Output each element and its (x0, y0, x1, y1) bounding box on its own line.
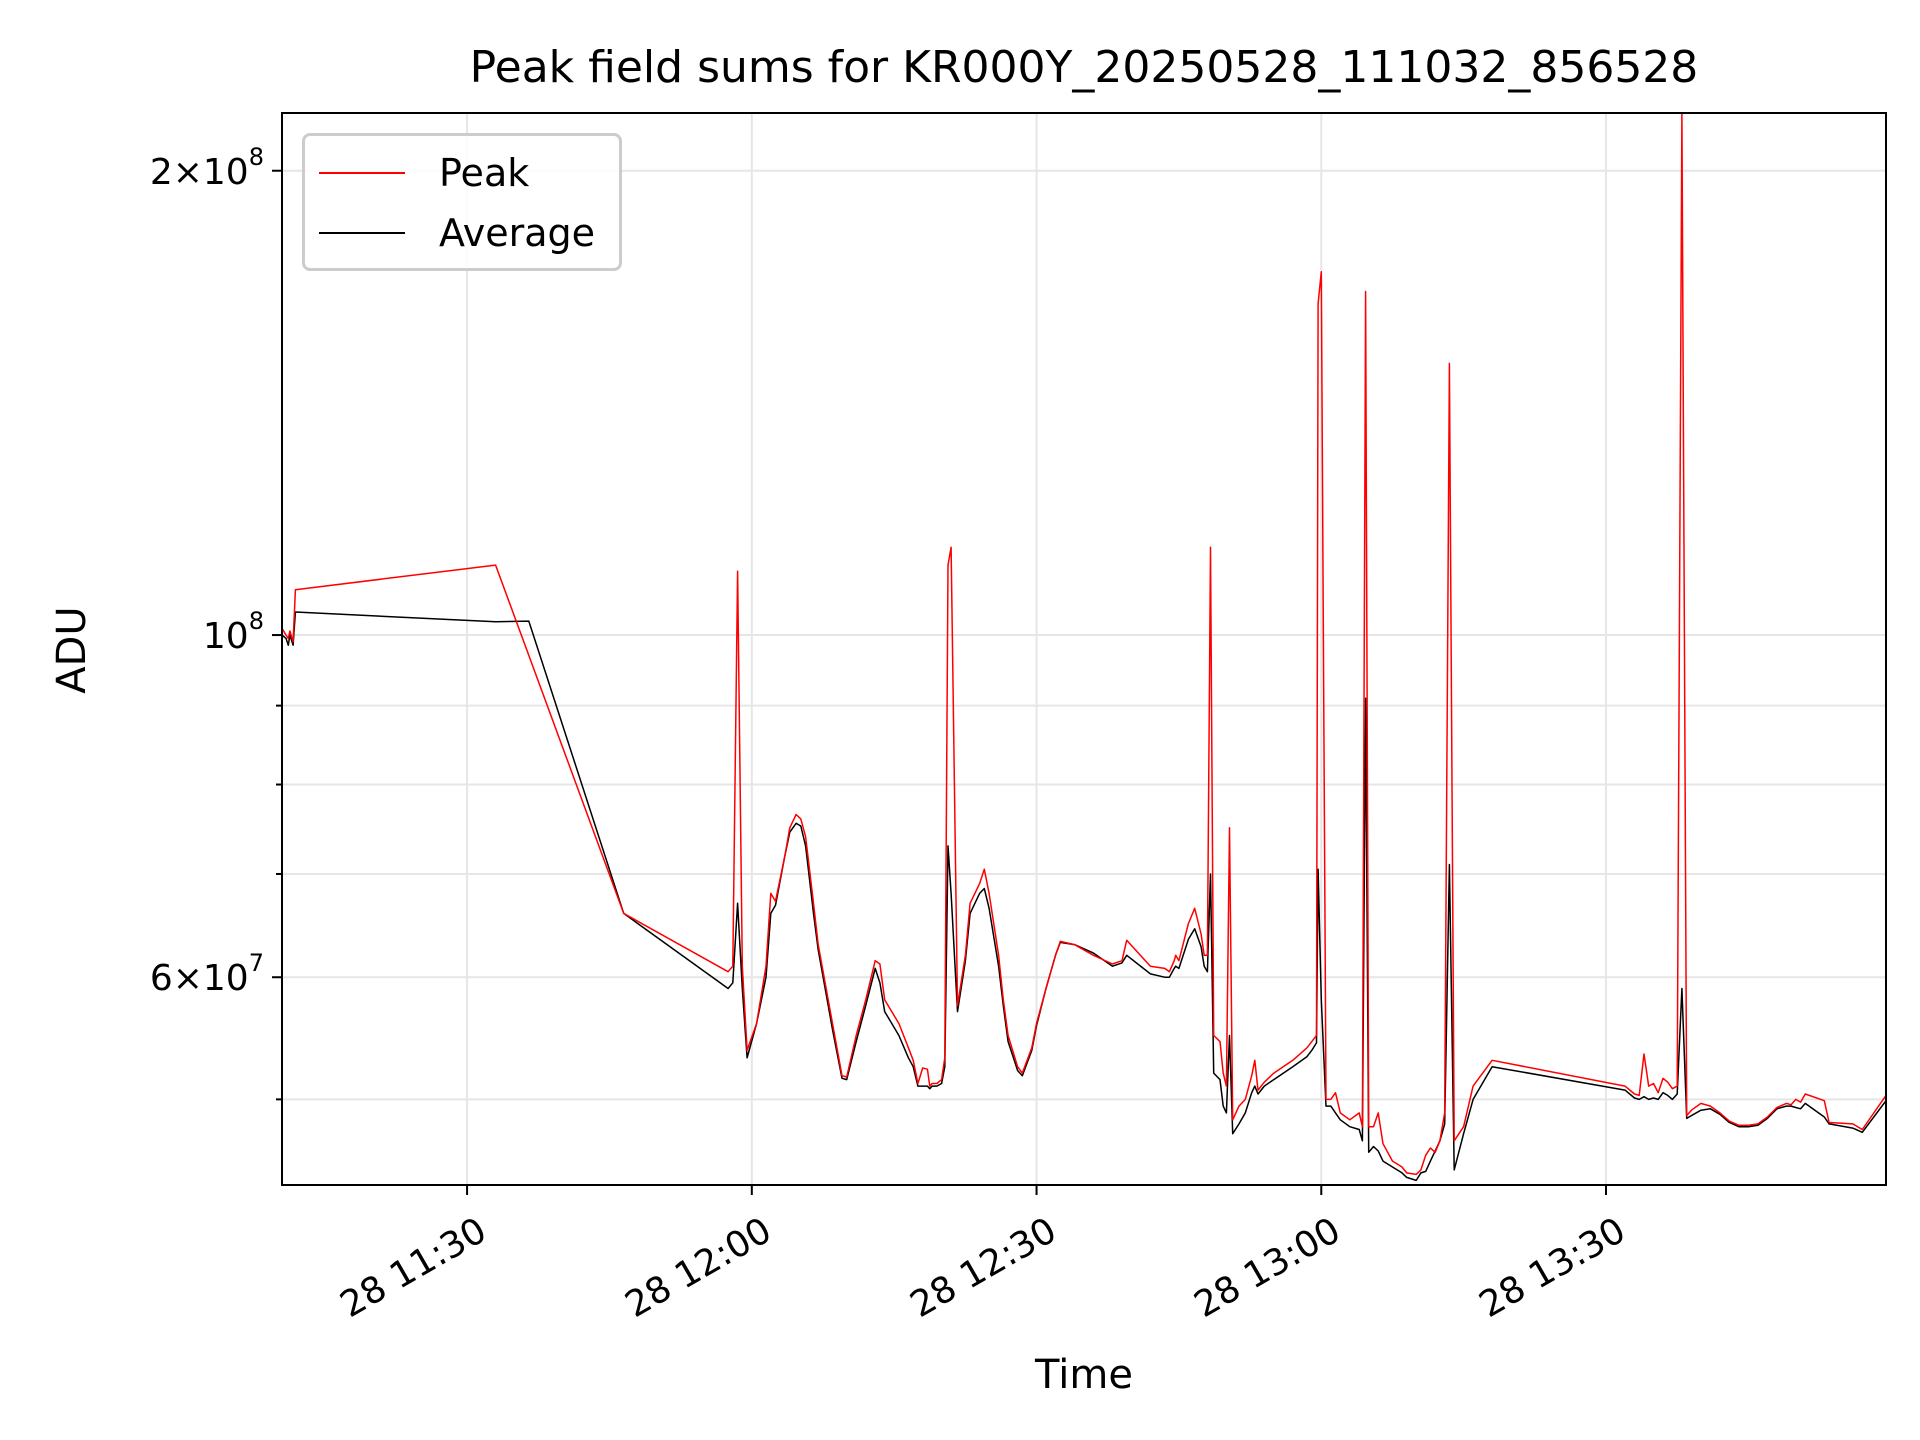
legend-item-peak[interactable]: Peak (319, 151, 530, 195)
series-line-average (282, 611, 1886, 1182)
plot-frame (281, 112, 1887, 1186)
chart-title: Peak field sums for KR000Y_20250528_1110… (469, 42, 1699, 93)
legend[interactable]: Peak Average (302, 133, 622, 271)
legend-label-average: Average (439, 211, 596, 255)
legend-label-peak: Peak (439, 151, 530, 195)
y-axis-label: ADU (49, 606, 95, 694)
legend-swatch-average (319, 232, 405, 234)
series-lines (282, 113, 1886, 1182)
series-line-peak (282, 113, 1886, 1176)
grid-lines (282, 113, 1886, 1185)
y-tick-label: 2×108 (149, 142, 264, 193)
legend-item-average[interactable]: Average (319, 211, 596, 255)
y-tick-label: 6×107 (149, 949, 264, 1000)
x-axis-label: Time (1035, 1352, 1133, 1398)
axis-ticks (272, 169, 1608, 1195)
y-tick-label: 108 (202, 607, 264, 658)
legend-swatch-peak (319, 172, 405, 174)
